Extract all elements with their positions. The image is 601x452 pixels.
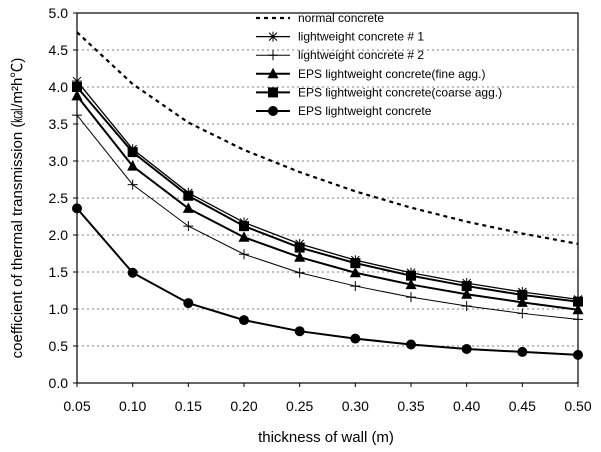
series-3 (71, 89, 584, 315)
legend-item: normal concrete (256, 11, 384, 25)
data-point (183, 190, 194, 201)
legend-item: lightweight concrete # 1 (256, 30, 424, 44)
data-point (350, 333, 361, 344)
legend: normal concrete lightweight concrete # 1 l… (256, 11, 502, 118)
y-tick-label: 0.0 (49, 375, 69, 391)
legend-marker (268, 50, 278, 61)
legend-label: lightweight concrete # 1 (298, 30, 424, 44)
y-tick-label: 3.5 (49, 116, 69, 132)
series-line (76, 114, 579, 320)
x-axis-title: thickness of wall (m) (258, 429, 394, 446)
y-tick-label: 1.5 (49, 264, 69, 280)
x-tick-label: 0.25 (286, 398, 313, 414)
series-line (76, 86, 579, 303)
legend-label: EPS lightweight concrete(fine agg.) (298, 67, 485, 81)
series-line (76, 95, 579, 311)
data-point (127, 179, 138, 190)
y-tick-label: 4.5 (49, 42, 69, 58)
axes (73, 12, 579, 387)
data-point (294, 267, 305, 278)
y-tick-label: 2.5 (49, 190, 69, 206)
data-point (183, 298, 194, 309)
data-point (350, 281, 361, 292)
tick-labels: 0.0 0.5 1.0 1.5 2.0 2.5 3.0 3.5 4.0 4.5 5.0 0.05 0.1… (49, 5, 592, 414)
plot-series (71, 31, 584, 360)
series-line (76, 31, 579, 245)
y-axis-title: coefficient of thermal transmission (㎉/m… (9, 58, 26, 359)
data-point (406, 339, 416, 350)
legend-item: lightweight concrete # 2 (256, 48, 424, 62)
data-point (516, 296, 528, 307)
gridlines (77, 49, 578, 347)
data-point (239, 249, 249, 260)
legend-item: EPS lightweight concrete(fine agg.) (256, 67, 485, 81)
legend-marker (268, 106, 278, 116)
y-tick-label: 1.0 (49, 301, 69, 317)
data-point (294, 242, 305, 253)
data-point (405, 278, 417, 290)
data-point (517, 289, 528, 300)
data-point (238, 231, 250, 242)
data-point (461, 288, 473, 299)
series-0 (76, 31, 579, 245)
data-point (461, 301, 472, 312)
x-tick-label: 0.20 (230, 398, 257, 414)
legend-label: EPS lightweight concrete (298, 104, 432, 118)
data-point (127, 147, 138, 158)
legend-marker (268, 87, 278, 98)
legend-item: EPS lightweight concrete (256, 104, 432, 118)
y-tick-label: 2.0 (49, 227, 69, 243)
data-point (127, 160, 139, 171)
data-point (350, 258, 361, 269)
series-line (76, 80, 579, 301)
legend-label: EPS lightweight concrete(coarse agg.) (298, 85, 502, 99)
data-point (294, 326, 305, 337)
x-tick-label: 0.30 (342, 398, 369, 414)
x-tick-label: 0.35 (397, 398, 424, 414)
plot-frame (76, 12, 579, 384)
data-point (183, 221, 194, 232)
series-5 (72, 203, 583, 360)
data-point (239, 315, 249, 326)
y-tick-label: 0.5 (49, 338, 69, 354)
x-tick-label: 0.05 (63, 398, 90, 414)
x-tick-label: 0.10 (119, 398, 146, 414)
y-tick-label: 5.0 (49, 5, 69, 21)
data-point (294, 251, 306, 262)
y-tick-label: 3.0 (49, 153, 69, 169)
series-line (76, 207, 579, 356)
data-point (517, 308, 528, 319)
data-point (461, 343, 472, 354)
y-tick-label: 4.0 (49, 79, 69, 95)
data-point (239, 221, 249, 232)
legend-label: lightweight concrete # 2 (298, 48, 424, 62)
data-point (406, 270, 416, 281)
data-point (349, 266, 361, 278)
x-tick-label: 0.45 (509, 398, 536, 414)
legend-label: normal concrete (298, 11, 384, 25)
data-point (517, 346, 528, 357)
x-tick-label: 0.50 (564, 398, 591, 414)
data-point (461, 281, 472, 292)
legend-marker (267, 67, 279, 79)
x-tick-label: 0.40 (453, 398, 480, 414)
x-tick-label: 0.15 (175, 398, 202, 414)
legend-item: EPS lightweight concrete(coarse agg.) (256, 85, 502, 99)
data-point (406, 292, 416, 303)
legend-marker (268, 31, 278, 42)
data-point (127, 267, 138, 278)
data-point (182, 202, 194, 213)
